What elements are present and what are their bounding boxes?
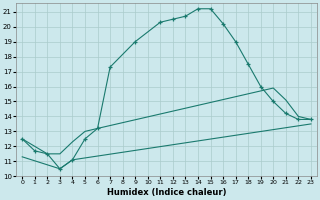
X-axis label: Humidex (Indice chaleur): Humidex (Indice chaleur) <box>107 188 226 197</box>
